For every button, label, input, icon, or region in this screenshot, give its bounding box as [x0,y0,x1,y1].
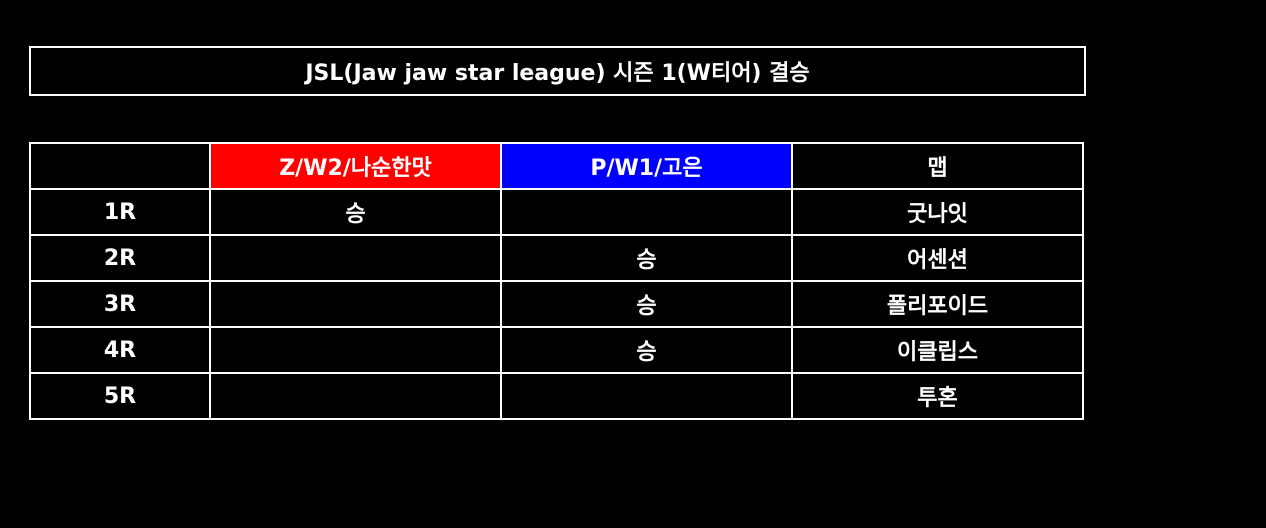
player2-result-cell: 승 [500,326,793,374]
player2-result-cell: 승 [500,280,793,328]
header-round-cell [29,142,211,190]
player1-result-cell [209,280,502,328]
player1-result-cell [209,326,502,374]
header-row: Z/W2/나순한맛 P/W1/고은 맵 [29,142,1084,190]
player2-result-cell: 승 [500,234,793,282]
table-row: 1R 승 굿나잇 [29,188,1084,236]
map-cell: 어센션 [791,234,1084,282]
player1-result-cell: 승 [209,188,502,236]
round-cell: 5R [29,372,211,420]
map-cell: 폴리포이드 [791,280,1084,328]
map-cell: 굿나잇 [791,188,1084,236]
player1-result-cell [209,234,502,282]
map-cell: 이클립스 [791,326,1084,374]
round-cell: 1R [29,188,211,236]
match-results-table: Z/W2/나순한맛 P/W1/고은 맵 1R 승 굿나잇 2R 승 어센션 3R… [29,142,1084,420]
table-row: 3R 승 폴리포이드 [29,280,1084,328]
table-row: 5R 투혼 [29,372,1084,420]
round-cell: 2R [29,234,211,282]
player2-result-cell [500,188,793,236]
player2-result-cell [500,372,793,420]
map-cell: 투혼 [791,372,1084,420]
round-cell: 4R [29,326,211,374]
table-row: 4R 승 이클립스 [29,326,1084,374]
table-row: 2R 승 어센션 [29,234,1084,282]
header-player2-cell: P/W1/고은 [500,142,793,190]
header-map-cell: 맵 [791,142,1084,190]
header-player1-cell: Z/W2/나순한맛 [209,142,502,190]
player1-result-cell [209,372,502,420]
round-cell: 3R [29,280,211,328]
page-title: JSL(Jaw jaw star league) 시즌 1(W티어) 결승 [29,46,1086,96]
